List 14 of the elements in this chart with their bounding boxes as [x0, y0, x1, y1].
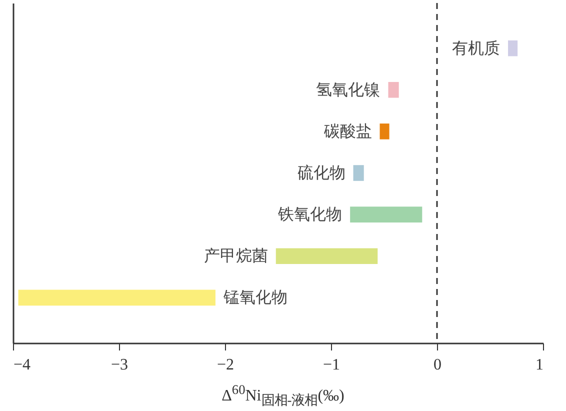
x-tick-label: −3	[110, 356, 128, 374]
y-tick-label: 碳酸盐	[322, 122, 372, 140]
y-tick-label: 产甲烷菌	[204, 247, 268, 266]
x-tick-label: 0	[434, 356, 442, 374]
y-tick-label: 锰氧化物	[222, 290, 288, 307]
x-tick-label: −1	[322, 356, 340, 374]
x-axis-title: Δ$^{60}$Ni$_{固相-液相}$(‰)	[220, 382, 346, 410]
y-tick-label: 硫化物	[297, 164, 346, 182]
x-tick-label: −2	[216, 356, 234, 374]
x-tick-label: 1	[536, 356, 544, 374]
y-tick-label: 有机质	[452, 39, 500, 58]
x-tick-label: −4	[14, 356, 31, 374]
y-tick-label: 氢氧化镍	[316, 82, 380, 99]
y-tick-label: 铁氧化物	[277, 206, 342, 224]
